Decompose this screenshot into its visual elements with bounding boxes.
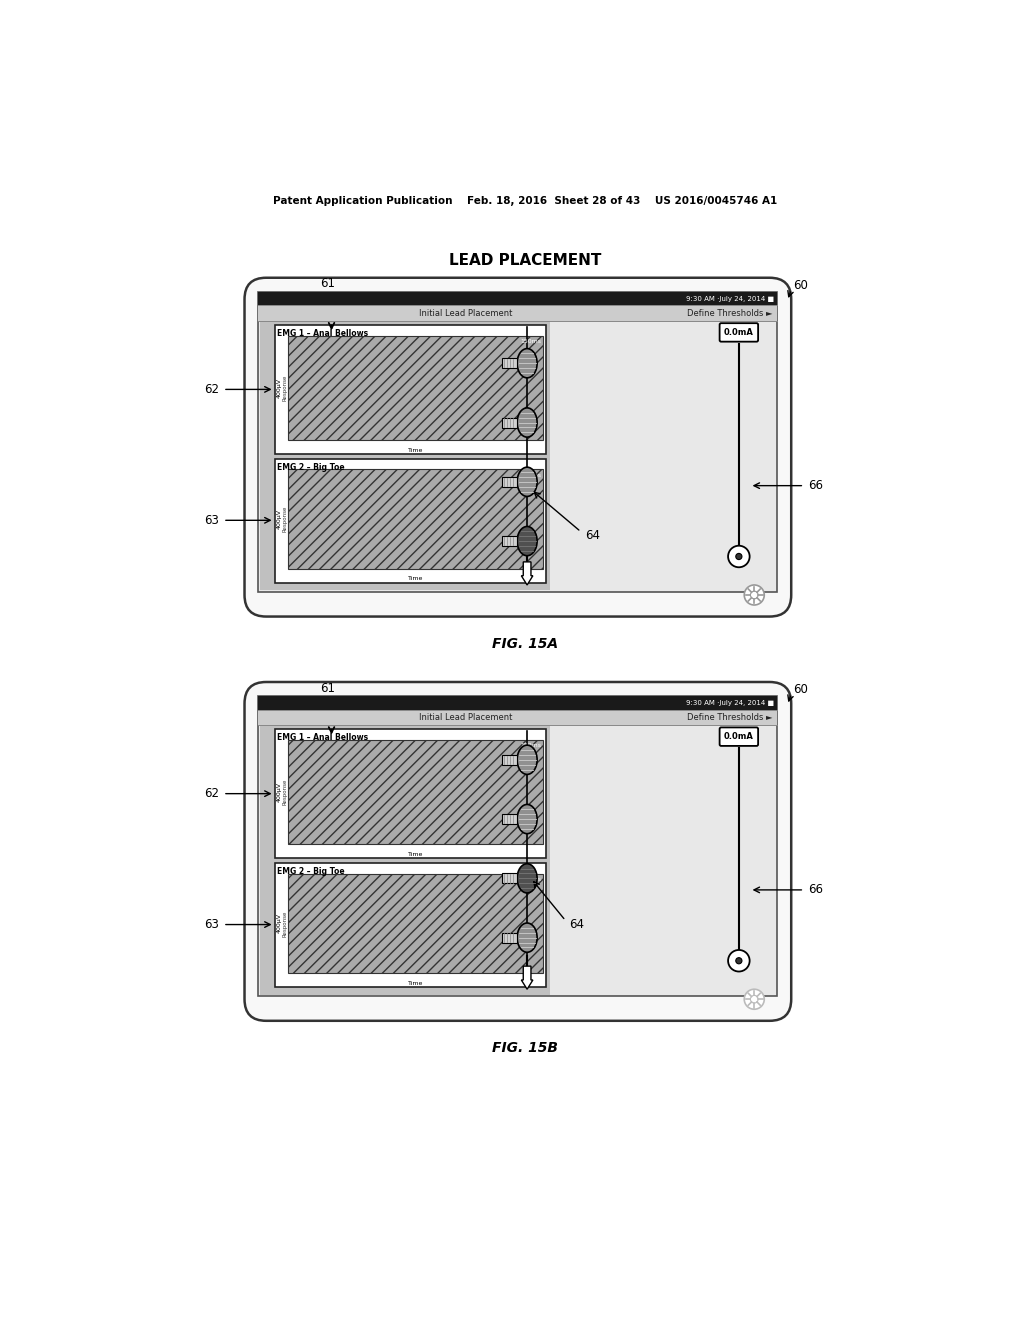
Circle shape (728, 545, 750, 568)
Bar (260, 321, 550, 590)
Text: FIG. 15A: FIG. 15A (492, 636, 558, 651)
Text: Response: Response (283, 779, 288, 805)
FancyBboxPatch shape (720, 727, 758, 746)
Bar (502, 477, 517, 487)
Text: 400μV: 400μV (276, 783, 282, 803)
Ellipse shape (517, 863, 538, 892)
Text: Time: Time (409, 981, 424, 986)
Text: Define Thresholds ►: Define Thresholds ► (687, 713, 773, 722)
Text: 0.0mA: 0.0mA (724, 327, 754, 337)
FancyArrow shape (521, 562, 532, 585)
Text: 150ms: 150ms (520, 878, 541, 882)
Ellipse shape (517, 527, 538, 556)
Bar (274, 729, 547, 858)
Bar (289, 470, 544, 569)
Text: Patent Application Publication    Feb. 18, 2016  Sheet 28 of 43    US 2016/00457: Patent Application Publication Feb. 18, … (272, 195, 777, 206)
Text: Initial Lead Placement: Initial Lead Placement (419, 713, 513, 722)
FancyBboxPatch shape (720, 323, 758, 342)
FancyBboxPatch shape (245, 277, 792, 616)
Bar (289, 335, 544, 441)
Text: Response: Response (283, 911, 288, 937)
Text: 61: 61 (321, 681, 335, 694)
Text: 62: 62 (204, 383, 219, 396)
Text: 400μV: 400μV (276, 510, 282, 529)
Bar (289, 739, 544, 845)
Bar (258, 292, 777, 591)
Text: 150ms: 150ms (520, 473, 541, 478)
Text: EMG 2 – Big Toe: EMG 2 – Big Toe (276, 867, 344, 876)
Bar (502, 933, 517, 942)
Bar (502, 358, 517, 368)
Text: Time: Time (409, 447, 424, 453)
Text: 64: 64 (585, 529, 600, 543)
Bar (258, 710, 777, 725)
Bar (258, 696, 777, 710)
Ellipse shape (517, 744, 538, 775)
Ellipse shape (517, 348, 538, 378)
Text: 66: 66 (808, 883, 823, 896)
Text: 0.0mA: 0.0mA (724, 733, 754, 741)
Bar (502, 755, 517, 764)
Text: Initial Lead Placement: Initial Lead Placement (419, 309, 513, 318)
Circle shape (751, 591, 758, 599)
Circle shape (728, 950, 750, 972)
Bar (502, 874, 517, 883)
Text: 9:30 AM ·July 24, 2014 ■: 9:30 AM ·July 24, 2014 ■ (686, 700, 774, 706)
Circle shape (736, 553, 742, 560)
Circle shape (744, 585, 764, 605)
Ellipse shape (517, 467, 538, 496)
Circle shape (751, 995, 758, 1003)
FancyBboxPatch shape (245, 682, 792, 1020)
Text: 64: 64 (569, 917, 585, 931)
Bar (502, 536, 517, 546)
Bar (274, 459, 547, 582)
Text: EMG 2 – Big Toe: EMG 2 – Big Toe (276, 463, 344, 471)
FancyArrow shape (521, 966, 532, 989)
Text: 400μV: 400μV (276, 378, 282, 397)
Bar (258, 292, 777, 305)
Text: 66: 66 (808, 479, 823, 492)
Circle shape (736, 958, 742, 964)
Bar (289, 874, 544, 973)
Text: 150ms: 150ms (520, 339, 541, 345)
Text: Response: Response (283, 375, 288, 401)
Bar (260, 725, 550, 995)
Bar (274, 325, 547, 454)
Text: 400μV: 400μV (276, 913, 282, 933)
Text: 61: 61 (321, 277, 335, 290)
Ellipse shape (517, 408, 538, 437)
Text: Time: Time (409, 851, 424, 857)
Text: 9:30 AM ·July 24, 2014 ■: 9:30 AM ·July 24, 2014 ■ (686, 296, 774, 301)
Text: EMG 1 – Anal Bellows: EMG 1 – Anal Bellows (276, 329, 368, 338)
Text: 62: 62 (204, 787, 219, 800)
Text: 150ms: 150ms (520, 743, 541, 748)
Bar (274, 863, 547, 987)
Text: 63: 63 (204, 917, 219, 931)
Text: Define Thresholds ►: Define Thresholds ► (687, 309, 773, 318)
Text: FIG. 15B: FIG. 15B (492, 1040, 558, 1055)
Text: Response: Response (283, 506, 288, 532)
Ellipse shape (517, 804, 538, 834)
Text: LEAD PLACEMENT: LEAD PLACEMENT (449, 253, 601, 268)
Bar (502, 417, 517, 428)
Text: 60: 60 (793, 684, 808, 696)
Text: 63: 63 (204, 513, 219, 527)
Text: EMG 1 – Anal Bellows: EMG 1 – Anal Bellows (276, 733, 368, 742)
Ellipse shape (517, 923, 538, 952)
Text: 60: 60 (793, 279, 808, 292)
Text: Time: Time (409, 577, 424, 581)
Circle shape (744, 989, 764, 1010)
Bar (258, 696, 777, 997)
Bar (502, 814, 517, 824)
Bar (258, 305, 777, 321)
